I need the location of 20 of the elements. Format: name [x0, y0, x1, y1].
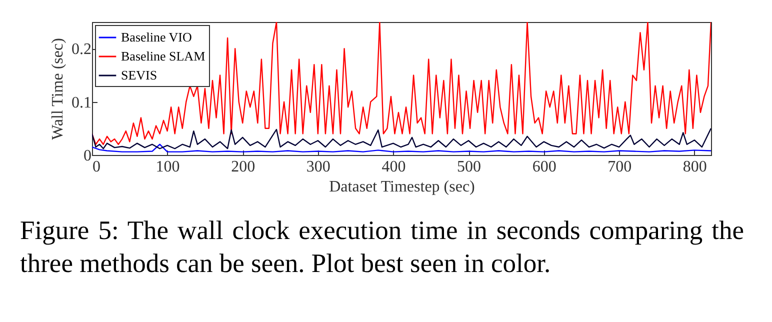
y-tick-label: 0.2 [72, 41, 92, 58]
x-tick-label: 300 [306, 158, 330, 176]
legend-label: SEVIS [121, 68, 158, 82]
y-tick-label: 0 [84, 148, 92, 164]
x-tick-label: 800 [682, 158, 707, 176]
x-tick-label: 600 [532, 158, 556, 176]
x-tick-label: 700 [608, 158, 632, 176]
line-series [92, 128, 711, 150]
legend-label: Baseline VIO [121, 30, 192, 44]
x-tick-label: 400 [382, 158, 406, 176]
line-series [92, 144, 711, 152]
x-tick-label: 500 [457, 158, 482, 176]
caption: Figure 5: The wall clock execution time in seconds comparing the three methods can be seen. Plot best seen in color. [20, 214, 744, 280]
x-axis-title: Dataset Timestep (sec) [329, 178, 475, 196]
x-tick-label: 200 [231, 158, 256, 176]
legend-label: Baseline SLAM [121, 48, 206, 64]
y-axis-title: Wall Time (sec) [50, 38, 66, 140]
x-tick-label: 100 [156, 158, 180, 176]
line-series [92, 22, 711, 145]
y-tick-label: 0.1 [72, 94, 92, 112]
